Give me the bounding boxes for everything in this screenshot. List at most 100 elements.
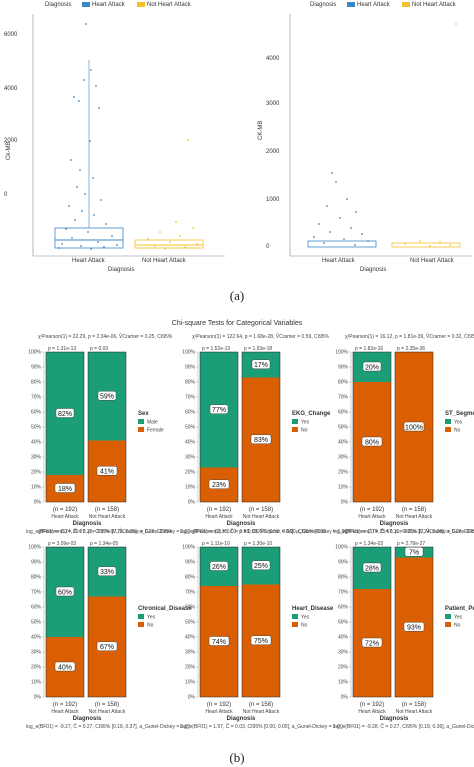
count-label-not-heart-attack: (n = 158) — [402, 702, 426, 708]
x-tick-heart-attack: Heart Attack — [51, 514, 79, 520]
p-value-not-heart-attack: p = 0.03 — [90, 346, 108, 352]
y-tick-label: 40% — [31, 440, 42, 446]
x-tick-not-heart-attack: Not Heart Attack — [142, 258, 187, 264]
x-axis-label: Diagnosis — [227, 716, 256, 722]
legend-swatch-heart-attack — [347, 2, 355, 7]
legend-title: Patient_Pedigree — [445, 606, 474, 612]
y-tick-label: 90% — [185, 365, 196, 371]
bar-label-bottom-not-heart-attack: 67% — [100, 644, 114, 651]
bar-label-bottom-heart-attack: 18% — [58, 486, 72, 493]
y-tick-label: 80% — [31, 380, 42, 386]
x-tick-not-heart-attack: Not Heart Attack — [243, 709, 280, 715]
x-tick-heart-attack: Heart Attack — [358, 709, 386, 715]
bar-label-top-not-heart-attack: 25% — [254, 563, 268, 570]
x-tick-heart-attack: Heart Attack — [72, 258, 106, 264]
legend-swatch-bottom — [138, 427, 144, 432]
y-tick-label: 70% — [31, 395, 42, 401]
y-tick-label: 60% — [185, 605, 196, 611]
y-tick-label: 20% — [31, 470, 42, 476]
bayes-factor-stat: log_e(BF01) = 1.97, Ĉ = 0.03, CI95% [0.0… — [180, 723, 343, 730]
y-tick-label: 30% — [338, 455, 349, 461]
legend-title: Sex — [138, 411, 149, 417]
y-tick-label: 30% — [31, 455, 42, 461]
legend-title: EKG_Change — [292, 411, 331, 417]
bar-label-bottom-not-heart-attack: 75% — [254, 638, 268, 645]
legend-item-bottom: No — [147, 623, 154, 629]
y-tick-label: 0% — [188, 695, 196, 701]
x-tick-not-heart-attack: Not Heart Attack — [243, 514, 280, 520]
y-tick-label: 40% — [338, 635, 349, 641]
bar-label-bottom-heart-attack: 72% — [365, 640, 379, 647]
y-tick-label: 80% — [338, 575, 349, 581]
panel-a: Diagnosis Heart Attack Not Heart Attack … — [4, 2, 472, 303]
x-axis-label: Diagnosis — [380, 716, 409, 722]
legend-item-top: Yes — [147, 615, 156, 621]
legend-item-top: Yes — [454, 615, 463, 621]
ytick: 6000 — [4, 32, 18, 38]
bar-label-top-heart-attack: 77% — [212, 407, 226, 414]
x-tick-not-heart-attack: Not Heart Attack — [89, 709, 126, 715]
panel-b-title: Chi-square Tests for Categorical Variabl… — [172, 320, 303, 327]
chi-square-stat: χ²Pearson(1) = 22.29, p = 2.34e-06, V̂Cr… — [38, 333, 173, 340]
box-heart-attack — [54, 23, 124, 250]
y-tick-label: 50% — [338, 620, 349, 626]
y-tick-label: 30% — [185, 455, 196, 461]
y-tick-label: 20% — [185, 470, 196, 476]
p-value-not-heart-attack: p = 1.34e-05 — [90, 541, 118, 547]
y-tick-label: 40% — [185, 440, 196, 446]
count-label-not-heart-attack: (n = 158) — [402, 507, 426, 513]
legend-swatch-top — [138, 419, 144, 424]
y-tick-label: 0% — [341, 695, 349, 701]
x-tick-heart-attack: Heart Attack — [205, 514, 233, 520]
bar-label-top-heart-attack: 82% — [58, 411, 72, 418]
box-not-heart-attack — [134, 139, 204, 250]
boxplot-ck-mb-1: Diagnosis Heart Attack Not Heart Attack … — [4, 2, 225, 273]
legend-swatch-bottom — [138, 622, 144, 627]
ytick: 3000 — [266, 101, 280, 107]
bar-label-bottom-heart-attack: 23% — [212, 482, 226, 489]
legend-swatch-top — [138, 614, 144, 619]
y-tick-label: 60% — [185, 410, 196, 416]
y-axis-label: Ck-MB — [6, 142, 12, 160]
y-tick-label: 40% — [31, 635, 42, 641]
y-tick-label: 60% — [31, 410, 42, 416]
y-tick-label: 20% — [338, 470, 349, 476]
bar-label-top-not-heart-attack: 7% — [409, 550, 419, 557]
legend-item-top: Yes — [454, 420, 463, 426]
y-tick-label: 30% — [31, 650, 42, 656]
y-tick-label: 0% — [341, 500, 349, 506]
caption-a: (a) — [230, 288, 244, 303]
legend-swatch-bottom — [445, 622, 451, 627]
bar-label-bottom-heart-attack: 80% — [365, 439, 379, 446]
y-tick-label: 100% — [182, 545, 195, 551]
bar-label-bottom-not-heart-attack: 41% — [100, 469, 114, 476]
ytick: 2000 — [4, 138, 18, 144]
count-label-not-heart-attack: (n = 158) — [95, 702, 119, 708]
count-label-heart-attack: (n = 192) — [360, 507, 384, 513]
y-tick-label: 10% — [185, 680, 196, 686]
legend-item-bottom: No — [454, 428, 461, 434]
y-tick-label: 20% — [31, 665, 42, 671]
p-value-heart-attack: p = 1.31e-13 — [48, 346, 76, 352]
legend-swatch-bottom — [292, 427, 298, 432]
legend-swatch-not-heart-attack — [137, 2, 145, 7]
ytick: 4000 — [4, 86, 18, 92]
x-axis-label: Diagnosis — [227, 521, 256, 527]
legend-swatch-top — [292, 614, 298, 619]
x-tick-not-heart-attack: Not Heart Attack — [396, 709, 433, 715]
boxplot-ck-mb-2: Diagnosis Heart Attack Not Heart Attack … — [258, 2, 472, 273]
y-tick-label: 10% — [31, 680, 42, 686]
ytick: 1000 — [266, 197, 280, 203]
x-tick-not-heart-attack: Not Heart Attack — [410, 258, 455, 264]
p-value-not-heart-attack: p = 1.93e-18 — [244, 346, 272, 352]
bar-label-top-not-heart-attack: 33% — [100, 569, 114, 576]
p-value-heart-attack: p = 3.09e-03 — [48, 541, 76, 547]
bayes-factor-stat: log_e(BF01) = -8.24, Ĉ = 0.25, CI95% [0.… — [26, 528, 191, 535]
y-tick-label: 80% — [338, 380, 349, 386]
chi-square-stat: χ²Pearson(1) = 25.57, p = 4.01e-37, V̂Cr… — [345, 528, 474, 535]
bar-label-bottom-not-heart-attack: 83% — [254, 437, 268, 444]
bar-label-top-heart-attack: 60% — [58, 589, 72, 596]
x-tick-heart-attack: Heart Attack — [322, 258, 356, 264]
legend-title: Diagnosis — [45, 2, 71, 8]
box-not-heart-attack — [391, 23, 461, 248]
